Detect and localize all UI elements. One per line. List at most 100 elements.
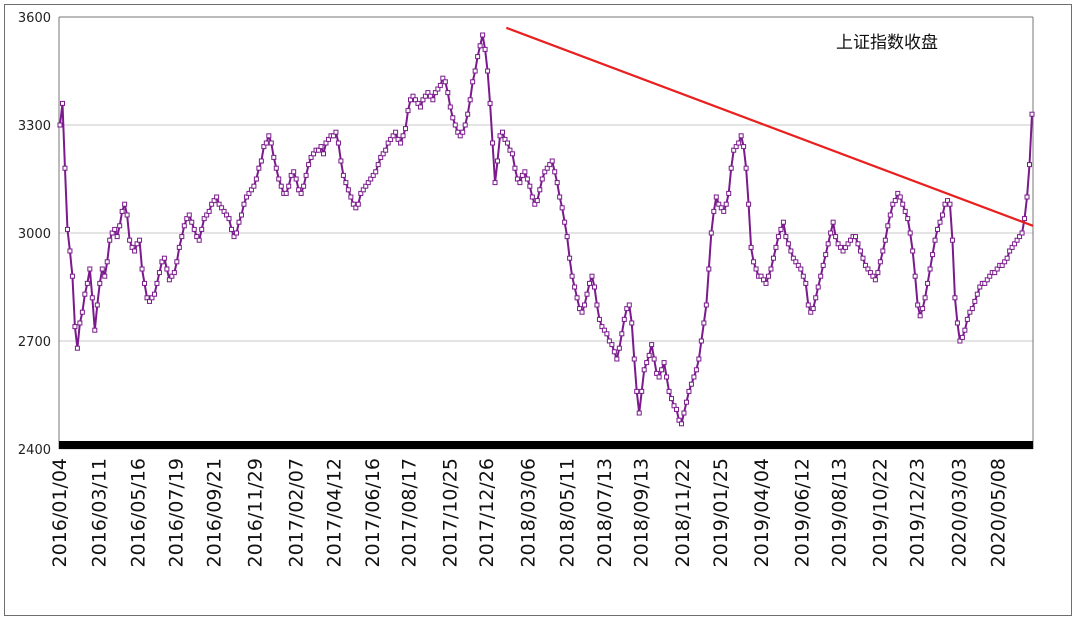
- data-point: [591, 284, 597, 290]
- data-point: [229, 226, 235, 232]
- series-shanghai-close: [57, 32, 1035, 427]
- data-point: [706, 266, 712, 272]
- data-point: [910, 248, 916, 254]
- data-point: [833, 234, 839, 240]
- data-point: [139, 266, 145, 272]
- data-point: [273, 165, 279, 171]
- data-point: [917, 313, 923, 319]
- data-point: [674, 406, 680, 412]
- data-point: [765, 273, 771, 279]
- data-point: [877, 259, 883, 265]
- data-point: [646, 352, 652, 358]
- data-point: [785, 241, 791, 247]
- data-point: [902, 208, 908, 214]
- data-point: [780, 219, 786, 225]
- x-tick-label-24: 2020/05/08: [987, 458, 1009, 568]
- data-point: [559, 205, 565, 211]
- data-point: [286, 183, 292, 189]
- data-point: [119, 208, 125, 214]
- data-point: [186, 212, 192, 218]
- data-point: [196, 237, 202, 243]
- data-point: [452, 122, 458, 128]
- data-point: [348, 194, 354, 200]
- data-point: [920, 306, 926, 312]
- data-point: [549, 158, 555, 164]
- series-line: [59, 34, 1033, 425]
- data-point: [460, 129, 466, 135]
- data-point: [683, 399, 689, 405]
- data-point: [798, 266, 804, 272]
- data-point: [112, 226, 118, 232]
- data-point: [234, 230, 239, 236]
- data-point: [614, 356, 620, 362]
- data-point: [67, 248, 73, 254]
- data-point: [678, 421, 684, 427]
- data-point: [400, 133, 406, 139]
- data-point: [693, 367, 699, 373]
- data-point: [485, 68, 491, 74]
- data-point: [467, 97, 473, 103]
- data-point: [102, 273, 108, 279]
- data-point: [728, 165, 734, 171]
- data-point: [723, 201, 729, 207]
- data-point: [1027, 162, 1033, 168]
- data-point: [579, 309, 585, 315]
- data-point: [830, 219, 836, 225]
- data-point: [104, 259, 110, 265]
- data-point: [512, 165, 518, 171]
- data-point: [57, 122, 63, 128]
- data-point: [283, 190, 289, 196]
- data-point: [191, 226, 197, 232]
- x-tick-label-1: 2016/03/11: [89, 458, 111, 568]
- data-point: [820, 262, 826, 268]
- data-point: [753, 266, 759, 272]
- data-point: [574, 295, 580, 301]
- data-point: [92, 327, 98, 333]
- data-point: [142, 280, 148, 286]
- data-point: [932, 237, 938, 243]
- data-point: [972, 298, 978, 304]
- data-point: [788, 248, 794, 254]
- data-point: [688, 381, 694, 387]
- data-point: [738, 133, 744, 139]
- data-point: [72, 324, 78, 330]
- data-point: [403, 126, 409, 132]
- data-point: [539, 176, 545, 182]
- data-point: [885, 223, 891, 229]
- data-point: [701, 320, 707, 326]
- data-point: [263, 140, 269, 146]
- data-point: [823, 252, 829, 258]
- data-point: [99, 266, 105, 272]
- x-tick-label-7: 2017/04/12: [324, 458, 346, 568]
- data-point: [554, 180, 560, 186]
- x-tick-label-18: 2019/04/04: [751, 458, 773, 568]
- x-tick-label-21: 2019/10/22: [870, 458, 892, 568]
- data-point: [964, 316, 970, 322]
- data-point: [97, 280, 103, 286]
- data-point: [306, 162, 312, 168]
- data-point: [805, 302, 811, 308]
- data-point: [62, 165, 68, 171]
- data-point: [927, 266, 933, 272]
- x-tick-label-14: 2018/07/13: [594, 458, 616, 568]
- data-point: [417, 104, 423, 110]
- data-point: [639, 388, 645, 394]
- data-point: [176, 244, 182, 250]
- data-point: [495, 158, 501, 164]
- data-point: [465, 111, 471, 117]
- data-point: [291, 169, 297, 175]
- data-point: [604, 331, 610, 337]
- data-point: [114, 234, 120, 240]
- data-point: [641, 367, 647, 373]
- data-point: [666, 388, 672, 394]
- data-point: [69, 273, 75, 279]
- data-point: [253, 176, 259, 182]
- data-point: [122, 201, 128, 207]
- data-point: [661, 360, 667, 366]
- data-point: [214, 194, 220, 200]
- x-tick-label-2: 2016/05/16: [128, 458, 150, 568]
- x-tick-label-12: 2018/03/06: [518, 458, 540, 568]
- data-point: [82, 291, 88, 297]
- y-tick-label-3600: 3600: [18, 11, 51, 26]
- data-point: [537, 187, 543, 193]
